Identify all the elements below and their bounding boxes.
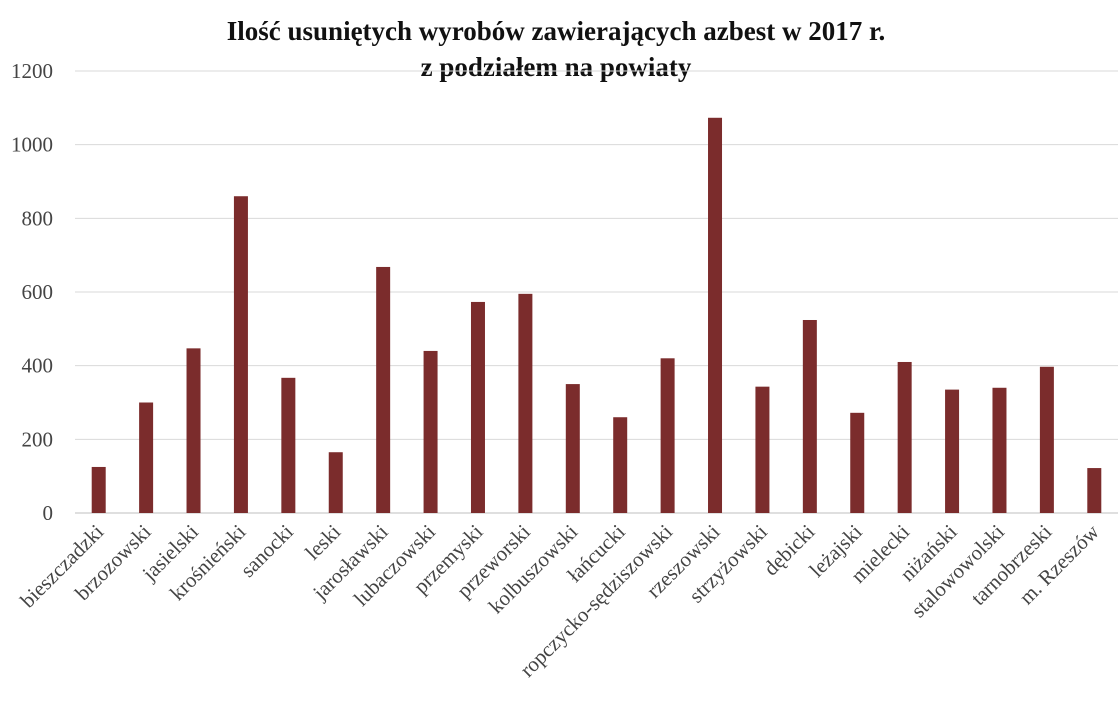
bar xyxy=(1087,468,1102,513)
bar xyxy=(802,319,817,513)
x-tick-label: sanocki xyxy=(236,519,298,581)
bar xyxy=(897,361,912,513)
y-tick-label: 1000 xyxy=(11,133,53,157)
bar xyxy=(613,417,628,513)
x-axis-tick-labels: bieszczadzkibrzozowskijasielskikrośnieńs… xyxy=(15,519,1104,682)
bar xyxy=(470,301,485,513)
bar xyxy=(518,293,533,513)
bar xyxy=(376,266,391,513)
bar xyxy=(1039,366,1054,513)
y-tick-label: 200 xyxy=(22,427,54,451)
y-tick-label: 1200 xyxy=(11,59,53,83)
bar xyxy=(850,412,865,513)
y-tick-label: 400 xyxy=(22,354,54,378)
bar xyxy=(945,389,960,513)
bar xyxy=(233,196,248,513)
bar xyxy=(139,402,154,513)
bar xyxy=(708,117,723,514)
bar xyxy=(281,377,296,513)
bar xyxy=(755,386,770,513)
bar xyxy=(660,358,675,513)
y-tick-label: 0 xyxy=(43,501,54,525)
gridlines xyxy=(75,70,1118,514)
bar xyxy=(91,466,106,513)
bar xyxy=(186,348,201,513)
chart-title-line-1: Ilość usuniętych wyrobów zawierających a… xyxy=(227,16,885,46)
bar xyxy=(423,350,438,513)
y-axis-tick-labels: 0 200 400 600 800 1000 1200 xyxy=(11,59,53,525)
y-tick-label: 600 xyxy=(22,280,54,304)
bar xyxy=(565,384,580,513)
chart-title-line-2: z podziałem na powiaty xyxy=(421,52,692,82)
y-tick-label: 800 xyxy=(22,206,54,230)
bar xyxy=(328,452,343,513)
bar xyxy=(992,387,1007,513)
bars xyxy=(91,117,1102,514)
